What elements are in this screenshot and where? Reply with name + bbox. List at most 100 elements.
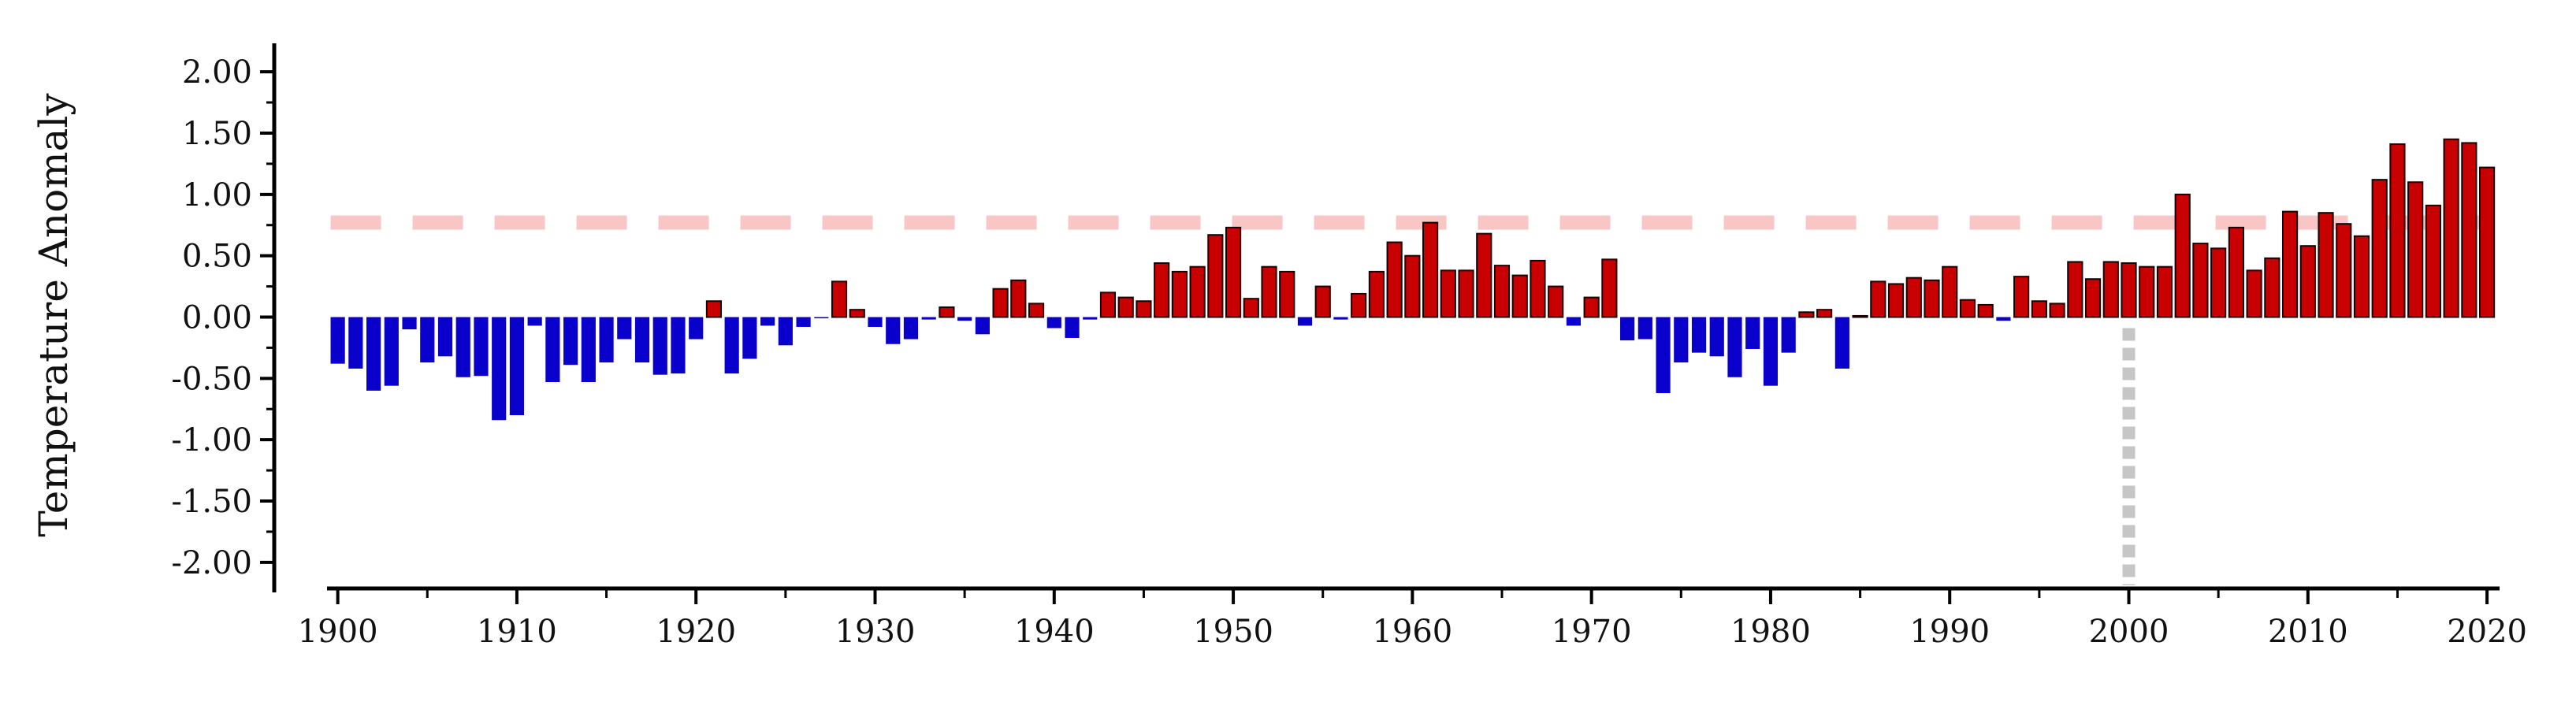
bar-1933 (921, 317, 936, 320)
bar-1931 (886, 317, 901, 344)
bar-1907 (455, 317, 470, 377)
x-tick-label: 1910 (477, 614, 557, 650)
bar-1957 (1351, 292, 1367, 318)
bar-2013 (2353, 235, 2370, 318)
bar-1917 (634, 317, 650, 363)
bar-1963 (1458, 269, 1474, 318)
bar-1948 (1189, 265, 1206, 318)
bar-1913 (563, 317, 578, 366)
bar-2004 (2192, 243, 2209, 318)
bar-1971 (1601, 258, 1618, 318)
x-tick-label: 1900 (298, 614, 378, 650)
axes-layer: 2.00 1.50 1.00 0.50 0.00 -0.50 -1.00 -1.50 -2.00… (171, 43, 2527, 650)
bar-1935 (957, 317, 972, 321)
bar-1975 (1674, 317, 1689, 363)
bar-1961 (1422, 221, 1439, 318)
bar-2008 (2264, 257, 2280, 318)
bar-2012 (2336, 223, 2352, 318)
bar-2005 (2210, 247, 2227, 318)
bar-1904 (402, 317, 417, 330)
bar-1929 (849, 309, 865, 318)
bar-1990 (1942, 265, 1958, 318)
y-tick-label: 1.00 (182, 177, 252, 213)
bar-1921 (705, 300, 723, 318)
bar-1987 (1887, 283, 1905, 318)
bar-1952 (1261, 265, 1277, 318)
bar-2014 (2371, 179, 2388, 318)
x-tick-label: 2020 (2447, 614, 2527, 650)
bar-1970 (1583, 296, 1600, 318)
bar-2009 (2281, 210, 2299, 318)
y-tick-label: -2.00 (171, 545, 252, 581)
bar-1965 (1493, 265, 1511, 318)
bar-1925 (778, 317, 793, 346)
bar-1999 (2102, 261, 2119, 318)
bar-1909 (492, 317, 507, 421)
bar-1958 (1368, 270, 1385, 318)
x-tick-label: 1930 (835, 614, 916, 650)
bar-1922 (724, 317, 739, 374)
bar-1991 (1959, 299, 1976, 318)
bar-1988 (1905, 277, 1922, 318)
bar-1993 (1996, 317, 2011, 321)
bar-1980 (1763, 317, 1779, 386)
bar-2003 (2174, 193, 2191, 318)
bar-1964 (1476, 232, 1492, 318)
bar-1983 (1816, 309, 1833, 318)
bar-1949 (1207, 234, 1224, 318)
bar-2002 (2156, 265, 2173, 318)
bar-1942 (1083, 317, 1098, 320)
bar-1932 (903, 317, 919, 340)
bar-1981 (1781, 317, 1796, 353)
bar-1924 (760, 317, 775, 326)
bar-1998 (2084, 278, 2102, 318)
bar-1977 (1709, 317, 1724, 357)
bar-1941 (1065, 317, 1080, 338)
bar-1947 (1171, 270, 1188, 318)
x-tick-label: 1980 (1730, 614, 1811, 650)
bar-1962 (1440, 269, 1456, 318)
bar-2016 (2407, 181, 2424, 318)
bar-1926 (796, 317, 811, 327)
bar-1997 (2067, 261, 2083, 318)
bar-1915 (599, 317, 614, 363)
bar-1992 (1977, 303, 1994, 318)
bar-1966 (1511, 274, 1528, 318)
y-tick-label: 0.50 (182, 239, 252, 275)
bar-1951 (1243, 298, 1259, 318)
bar-1939 (1028, 303, 1045, 318)
bar-1959 (1386, 241, 1403, 318)
bar-1923 (742, 317, 757, 359)
bar-2006 (2228, 226, 2244, 318)
bar-1938 (1010, 279, 1027, 318)
bar-2018 (2443, 138, 2459, 318)
bar-1940 (1046, 317, 1061, 329)
bar-2017 (2425, 204, 2441, 318)
bar-1968 (1548, 285, 1564, 318)
x-tick-label: 1990 (1909, 614, 1990, 650)
bar-2000 (2121, 262, 2137, 318)
bar-1918 (652, 317, 667, 375)
bar-2011 (2318, 212, 2334, 318)
bar-1901 (348, 317, 363, 369)
bar-1984 (1834, 317, 1849, 369)
bar-1972 (1620, 317, 1635, 341)
bar-1910 (509, 317, 525, 416)
bar-1982 (1798, 311, 1815, 318)
bar-1974 (1656, 317, 1671, 394)
bar-1985 (1852, 314, 1868, 318)
bar-1986 (1870, 280, 1886, 318)
bar-1979 (1745, 317, 1760, 349)
y-tick-label: 2.00 (182, 54, 252, 91)
y-tick-label: 0.00 (182, 300, 252, 336)
bar-2007 (2246, 269, 2262, 318)
bar-2001 (2139, 265, 2155, 318)
bar-1989 (1924, 279, 1940, 318)
bar-1950 (1225, 226, 1242, 318)
x-tick-label: 1920 (656, 614, 736, 650)
bar-1906 (437, 317, 453, 357)
bar-1945 (1136, 300, 1152, 318)
bar-1967 (1530, 259, 1546, 318)
bar-1944 (1117, 296, 1134, 318)
